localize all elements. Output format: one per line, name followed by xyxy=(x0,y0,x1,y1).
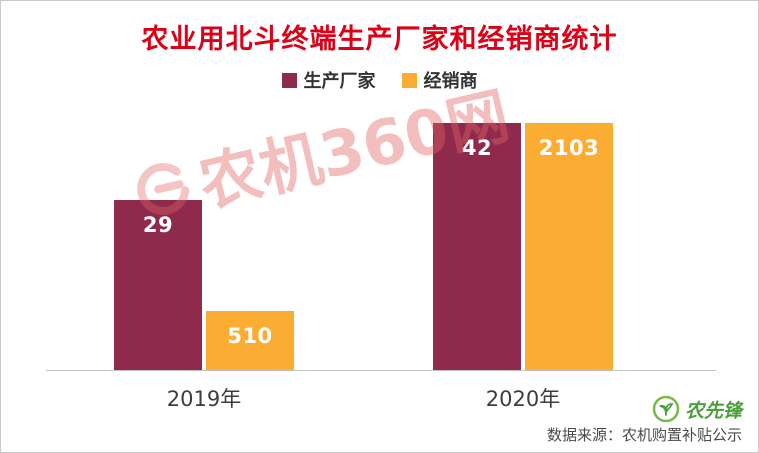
page-title: 农业用北斗终端生产厂家和经销商统计 xyxy=(141,24,618,55)
legend-item-dealer: 经销商 xyxy=(401,67,478,93)
x-tick-2020: 2020年 xyxy=(485,387,561,411)
sprout-seal-icon xyxy=(652,395,680,423)
plot-area: 29 510 42 2103 xyxy=(46,101,716,371)
data-source-text: 数据来源：农机购置补贴公示 xyxy=(546,426,742,444)
legend-swatch-manufacturer xyxy=(281,72,297,88)
bar-value-label: 510 xyxy=(227,324,273,348)
x-tick-2019: 2019年 xyxy=(166,387,242,411)
legend: 生产厂家 经销商 xyxy=(1,67,758,93)
bar-value-label: 29 xyxy=(142,213,174,237)
legend-swatch-dealer xyxy=(401,72,417,88)
x-axis-line xyxy=(46,370,716,371)
legend-label-dealer: 经销商 xyxy=(423,71,478,92)
bar-value-label: 2103 xyxy=(538,136,600,160)
footer-logo: 农先锋 xyxy=(652,395,742,423)
bar-manufacturer-2019: 29 xyxy=(114,200,202,371)
bar-dealer-2020: 2103 xyxy=(525,123,613,371)
legend-item-manufacturer: 生产厂家 xyxy=(281,67,376,93)
bar-dealer-2019: 510 xyxy=(206,311,294,371)
bar-value-label: 42 xyxy=(461,136,493,160)
bar-manufacturer-2020: 42 xyxy=(433,123,521,371)
footer-logo-text: 农先锋 xyxy=(684,399,742,422)
legend-label-manufacturer: 生产厂家 xyxy=(303,71,376,92)
